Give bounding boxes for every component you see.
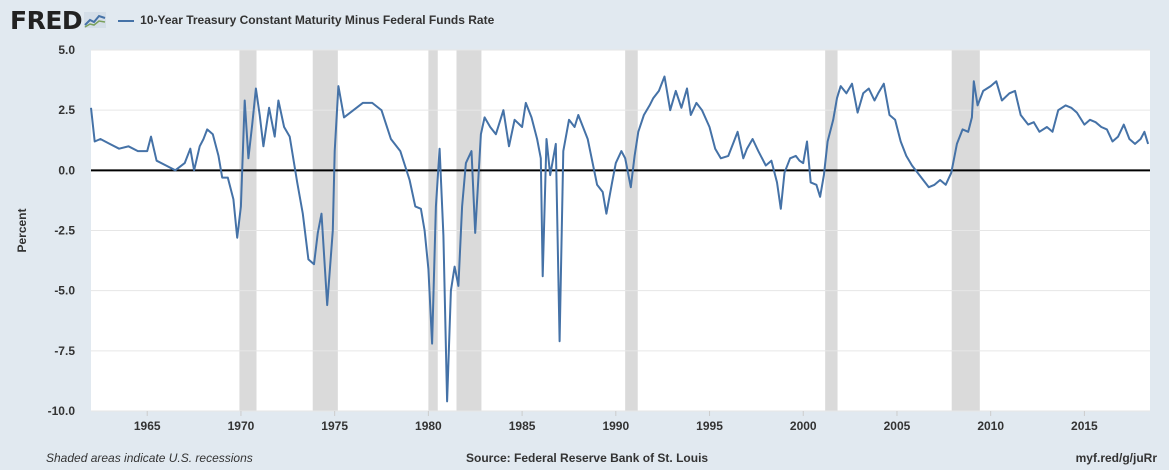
- fred-graph-icon: [84, 12, 107, 28]
- y-axis-label: Percent: [15, 208, 29, 252]
- y-tick-label: -7.5: [54, 344, 75, 358]
- y-tick-label: -5.0: [54, 284, 75, 298]
- y-tick-label: -2.5: [54, 224, 75, 238]
- x-tick-label: 1965: [134, 419, 161, 433]
- fred-logo[interactable]: FRED: [10, 5, 83, 35]
- x-tick-label: 1990: [602, 419, 629, 433]
- x-tick-label: 2015: [1071, 419, 1098, 433]
- chart-header: FRED 10-Year Treasury Constant Maturity …: [10, 5, 495, 35]
- y-tick-label: -10.0: [48, 404, 76, 418]
- recession-note: Shaded areas indicate U.S. recessions: [46, 451, 253, 465]
- x-tick-label: 1985: [509, 419, 536, 433]
- legend-label[interactable]: 10-Year Treasury Constant Maturity Minus…: [140, 13, 495, 27]
- x-tick-label: 1975: [321, 419, 348, 433]
- y-tick-label: 2.5: [58, 103, 75, 117]
- x-tick-label: 1970: [228, 419, 255, 433]
- x-tick-label: 2010: [977, 419, 1004, 433]
- x-tick-label: 1995: [696, 419, 723, 433]
- y-tick-label: 0.0: [58, 163, 75, 177]
- short-link[interactable]: myf.red/g/juRr: [1075, 451, 1157, 465]
- x-tick-label: 1980: [415, 419, 442, 433]
- x-tick-label: 2005: [884, 419, 911, 433]
- plot-area: 5.0 2.5 0.0 -2.5 -5.0 -7.5 -10.0 1965 1970 1975 19…: [15, 43, 1150, 433]
- legend-line-swatch: [118, 19, 135, 22]
- y-tick-label: 5.0: [58, 43, 75, 57]
- series-line: [90, 75, 1150, 403]
- x-tick-label: 2000: [790, 419, 817, 433]
- source-note[interactable]: Source: Federal Reserve Bank of St. Loui…: [466, 451, 709, 465]
